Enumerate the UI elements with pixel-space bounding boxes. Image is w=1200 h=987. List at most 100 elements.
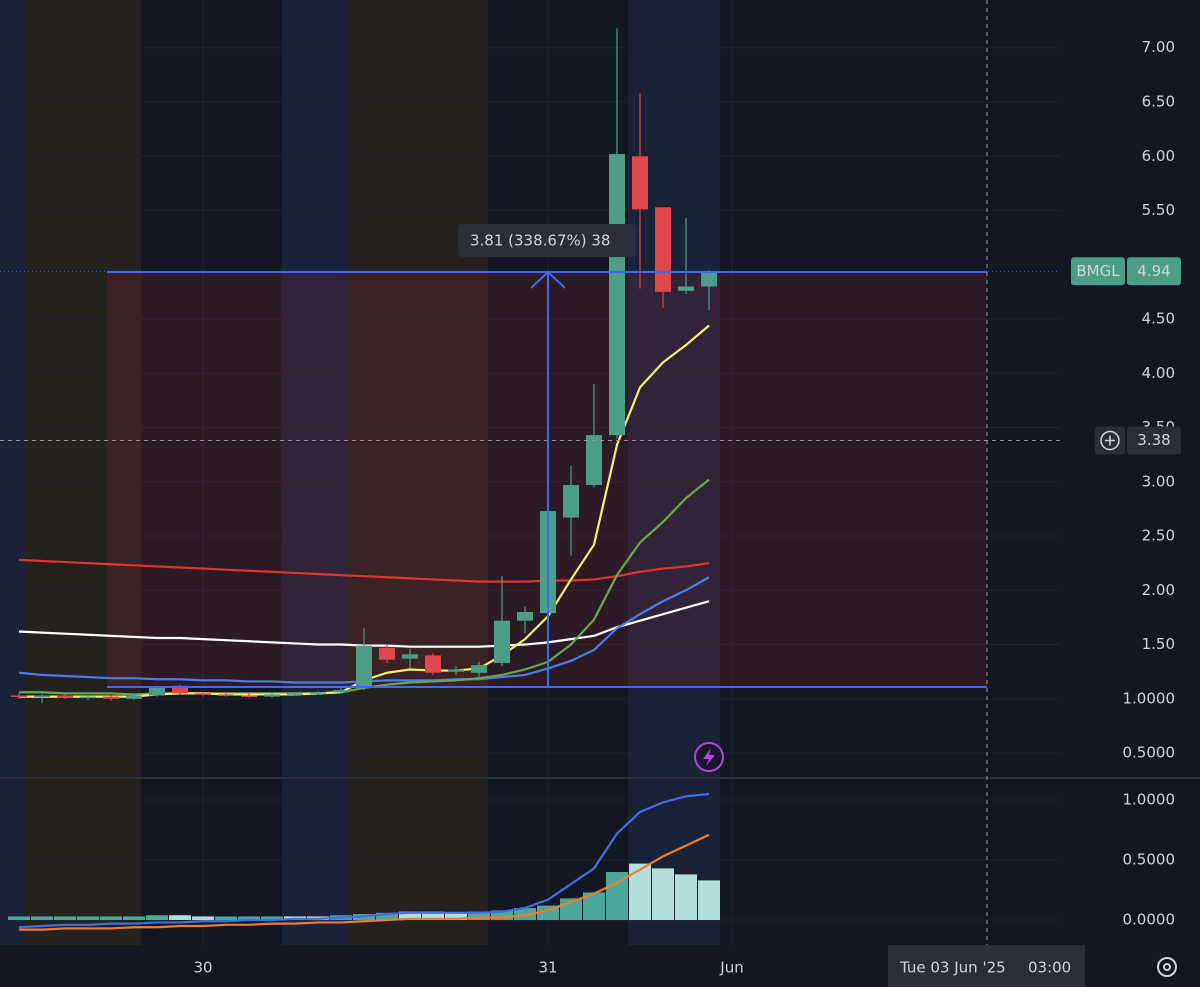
volume-bar (422, 911, 444, 921)
axes: 7.006.506.005.504.504.003.503.002.502.00… (193, 38, 1175, 976)
candle-body (701, 271, 717, 287)
candle-body (264, 694, 280, 697)
volume-bar (629, 863, 651, 921)
candle-body (80, 696, 96, 699)
symbol-label: BMGL (1076, 262, 1120, 280)
candle-body (126, 695, 142, 699)
plot (0, 28, 1060, 931)
last-price-tag (1127, 257, 1181, 286)
event-icon-bolt (703, 748, 715, 766)
volume-bar (261, 916, 283, 921)
volume-bar (169, 915, 191, 921)
candle-body (609, 154, 625, 436)
y-tick-label: 4.00 (1142, 364, 1175, 382)
crosshair-price: 3.38 (1137, 431, 1170, 449)
y-tick-label: 1.50 (1142, 635, 1175, 653)
volume-bar (31, 916, 53, 921)
y-tick-label: 4.50 (1142, 310, 1175, 328)
candle-body (287, 693, 303, 695)
volume-bar (468, 911, 490, 921)
measure-label-clip: 3.81 (338.67%) 38 (470, 232, 610, 250)
volume-bar (376, 912, 398, 921)
y-tick-label: 3.00 (1142, 472, 1175, 490)
last-price: 4.94 (1137, 262, 1170, 280)
volume-bar (123, 916, 145, 921)
indicator-line (19, 833, 710, 931)
candle-body (471, 665, 487, 673)
crosshair-time-box (888, 945, 1085, 987)
volume-bar (445, 912, 467, 921)
candle-body (241, 695, 257, 698)
candle-body (356, 645, 372, 688)
measure-arrowhead (530, 270, 566, 289)
candle-body (379, 647, 395, 660)
crosshair-date: Tue 03 Jun '25 (899, 959, 1006, 977)
crosshair-price-box (1127, 426, 1181, 455)
volume-bar (583, 892, 605, 921)
volume-bar (698, 880, 720, 921)
grid (0, 0, 1060, 945)
candle-body (448, 669, 464, 672)
candle-body (195, 693, 211, 695)
volume-bar (146, 915, 168, 921)
candle-body (632, 156, 648, 210)
candle-body (34, 695, 50, 698)
candle-body (333, 690, 349, 693)
y-tick-label: 0.0000 (1123, 911, 1176, 929)
y-tick-label: 5.50 (1142, 201, 1175, 219)
y-tick-label: 6.50 (1142, 92, 1175, 110)
measure-label-box (458, 224, 636, 257)
volume-bar (8, 916, 30, 921)
y-tick-label: 7.00 (1142, 38, 1175, 56)
x-tick-label: Jun (719, 959, 743, 977)
candle-body (563, 485, 579, 518)
crosshair-plus (1100, 430, 1120, 451)
volume-bar (491, 910, 513, 921)
volume-bar (100, 916, 122, 921)
crosshair-time: 03:00 (1028, 959, 1071, 977)
volume-bar (215, 916, 237, 921)
volume-bar (675, 874, 697, 921)
crosshair-plus-sign (1105, 435, 1115, 446)
candle-body (218, 694, 234, 696)
y-tick-label: 1.0000 (1123, 790, 1176, 808)
settings-gear[interactable] (1157, 957, 1177, 977)
candle-body (655, 207, 671, 292)
x-tick-label: 31 (538, 959, 557, 977)
session-bands (0, 0, 720, 945)
candle-body (57, 695, 73, 698)
x-tick-label: 30 (193, 959, 212, 977)
y-tick-label: 2.50 (1142, 527, 1175, 545)
volume-bar (514, 908, 536, 921)
session-band (282, 0, 350, 945)
volume-bar (606, 872, 628, 921)
candle-body (586, 435, 602, 486)
y-tick-label: 0.5000 (1123, 850, 1176, 868)
indicator-line (18, 558, 710, 583)
candle-body (425, 655, 441, 673)
candle-body (103, 696, 119, 699)
y-tick-label: 6.00 (1142, 147, 1175, 165)
volume-bar (192, 916, 214, 921)
settings-gear-hub (1163, 963, 1171, 971)
settings-icon[interactable] (1157, 957, 1177, 977)
symbol-tag (1071, 257, 1125, 286)
session-band (25, 0, 141, 945)
candle-body (494, 620, 510, 663)
candle-body (11, 695, 27, 698)
measure-tool: 3.81 (338.67%) 38 (107, 224, 987, 688)
y-tick-label: 0.5000 (1123, 744, 1176, 762)
measure-label: 3.81 (338.67%) 38 (470, 232, 610, 250)
candle-body (517, 611, 533, 621)
candle-body (402, 654, 418, 659)
candle-body (172, 685, 188, 694)
session-band (350, 0, 488, 945)
volume-bar (399, 911, 421, 921)
candle-body (678, 286, 694, 291)
volume-bar (238, 916, 260, 921)
candle-body (310, 692, 326, 694)
volume-bar (54, 916, 76, 921)
